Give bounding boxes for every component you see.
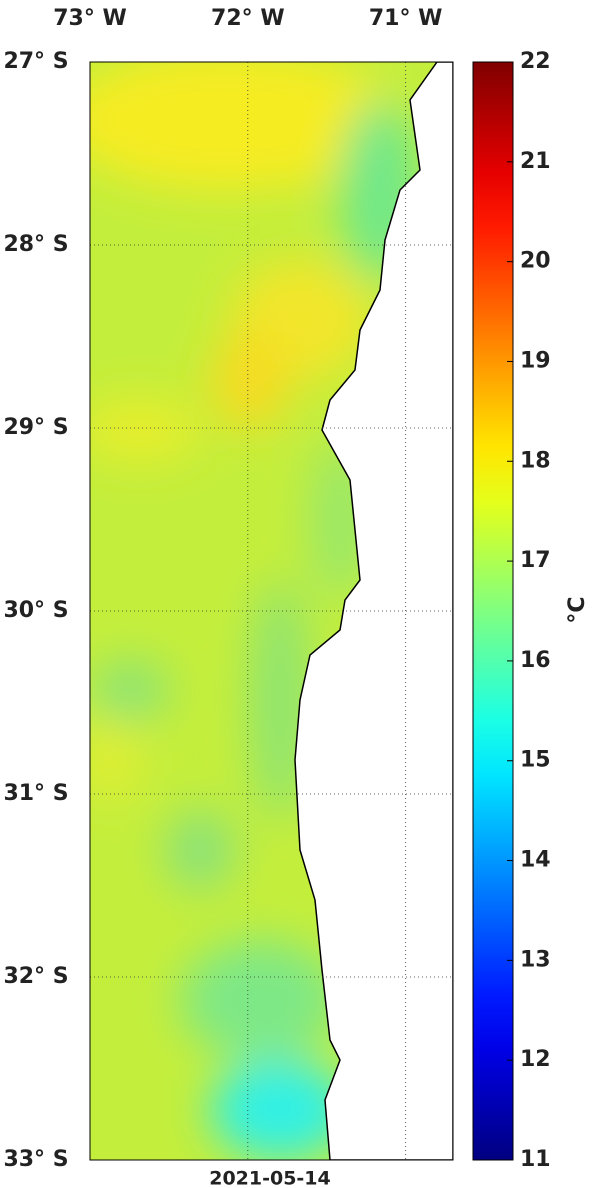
colorbar-tick-label: 21 [520, 149, 551, 174]
y-tick-label: 27° S [3, 49, 68, 74]
y-tick-label: 31° S [3, 781, 68, 806]
colorbar-tick-label: 22 [520, 49, 551, 74]
colorbar-tick-label: 18 [520, 448, 551, 473]
y-tick-label: 28° S [3, 232, 68, 257]
colorbar-tick-label: 19 [520, 348, 551, 373]
colorbar-tick-label: 20 [520, 249, 551, 274]
y-tick-label: 30° S [3, 598, 68, 623]
x-tick-label: 72° W [211, 6, 285, 31]
colorbar [472, 61, 514, 1161]
colorbar-label: °C [565, 596, 590, 623]
colorbar-tick-label: 13 [520, 947, 551, 972]
date-label: 2021-05-14 [209, 1168, 331, 1188]
colorbar-tick-label: 12 [520, 1047, 551, 1072]
map-frame [89, 61, 454, 1161]
colorbar-tick-label: 15 [520, 748, 551, 773]
y-tick-label: 29° S [3, 415, 68, 440]
colorbar-tick-label: 16 [520, 648, 551, 673]
colorbar-tick-label: 11 [520, 1147, 551, 1172]
colorbar-tick-label: 14 [520, 848, 551, 873]
y-tick-label: 33° S [3, 1147, 68, 1172]
sst-field [90, 62, 453, 1160]
y-tick-label: 32° S [3, 964, 68, 989]
x-tick-label: 71° W [369, 6, 443, 31]
colorbar-tick-label: 17 [520, 548, 551, 573]
x-tick-label: 73° W [53, 6, 127, 31]
